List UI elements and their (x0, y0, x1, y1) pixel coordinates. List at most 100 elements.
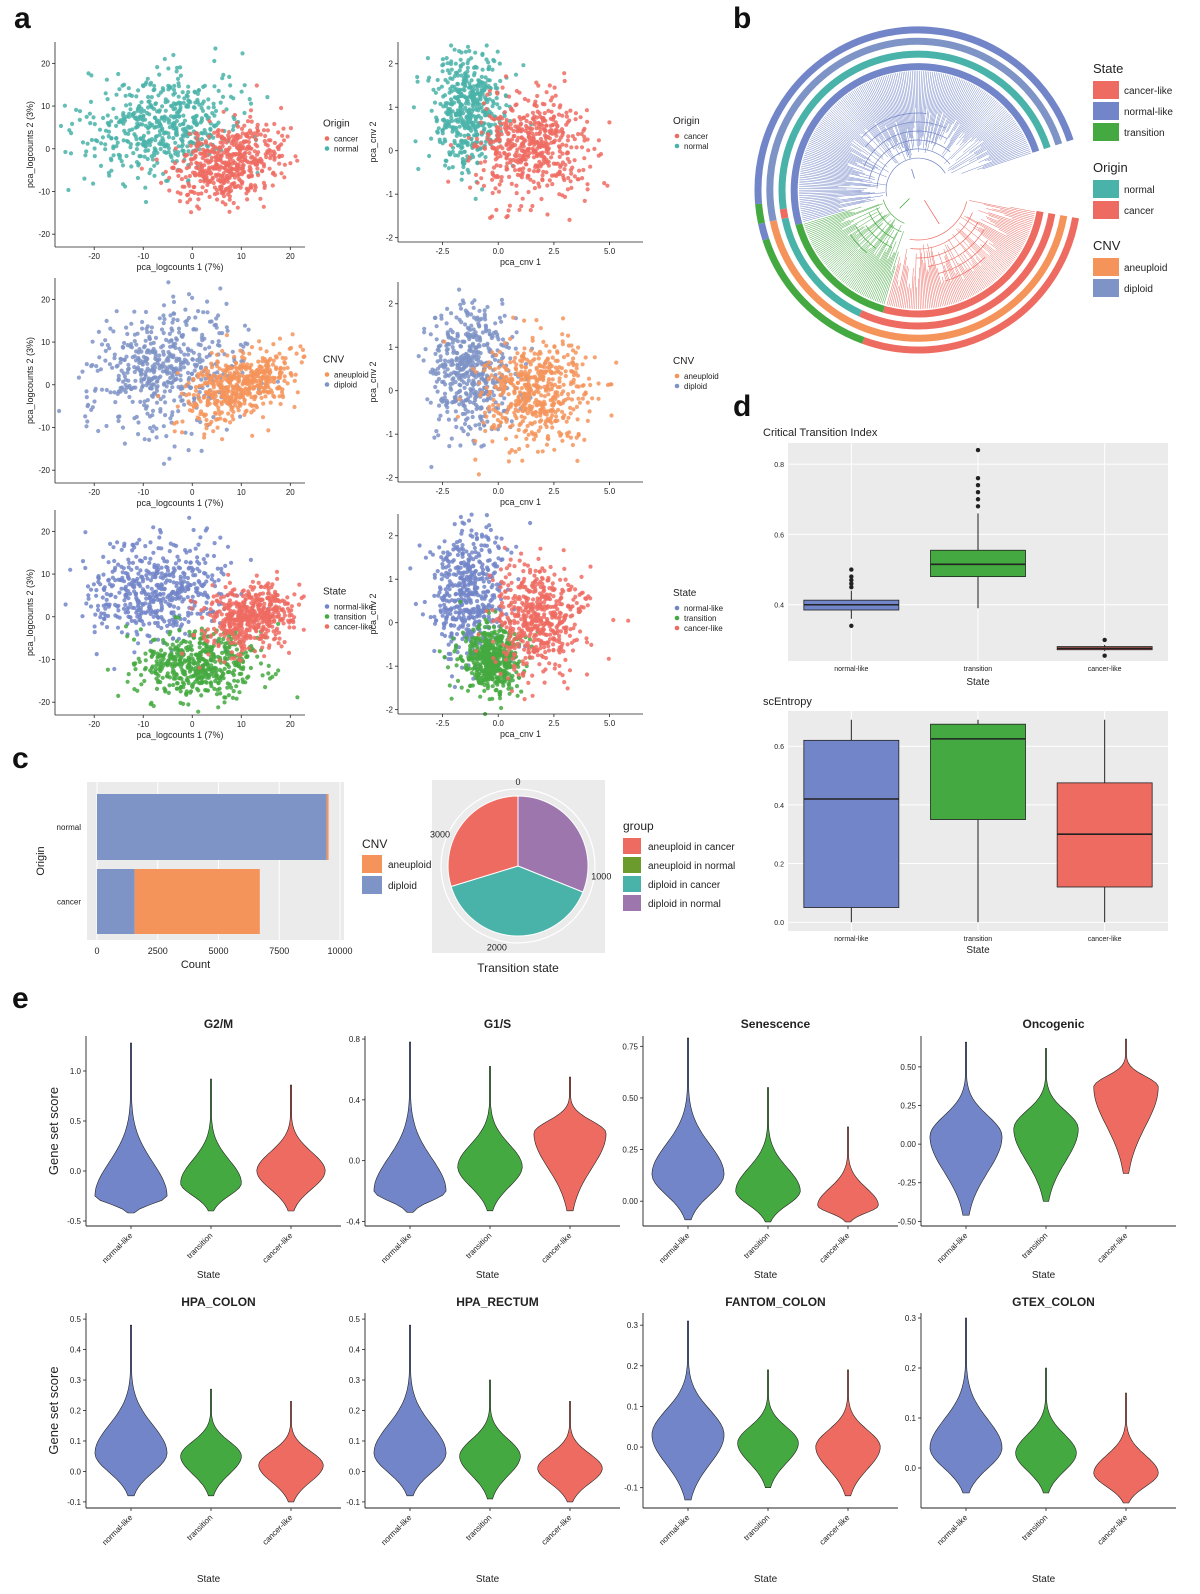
point (463, 371, 468, 376)
point (134, 147, 139, 152)
point (145, 324, 150, 329)
point (235, 164, 240, 169)
point (206, 105, 211, 110)
point (126, 139, 131, 144)
point (576, 433, 581, 438)
point (109, 136, 114, 141)
point (582, 134, 587, 139)
point (140, 385, 145, 390)
point (221, 190, 226, 195)
point (548, 408, 554, 413)
point (174, 620, 179, 625)
point (241, 140, 247, 145)
point (443, 382, 448, 387)
point (63, 149, 68, 155)
point (459, 320, 464, 325)
point (123, 93, 128, 98)
point (234, 696, 239, 701)
point (491, 397, 496, 402)
x-axis-label: pca_cnv 1 (500, 257, 541, 267)
point (134, 160, 140, 165)
point (467, 155, 472, 160)
legend-key (674, 383, 680, 389)
point (248, 108, 254, 113)
point (532, 400, 538, 405)
point (547, 178, 552, 183)
point (213, 390, 218, 395)
point (117, 414, 122, 419)
point (168, 153, 173, 158)
point (440, 69, 445, 74)
point (519, 204, 524, 209)
point (248, 160, 253, 165)
point (199, 141, 204, 146)
point (161, 131, 167, 136)
point (511, 164, 516, 169)
point (453, 70, 458, 75)
point (206, 97, 211, 102)
point (143, 372, 148, 377)
point (525, 443, 530, 448)
point (174, 336, 179, 341)
point (496, 134, 501, 139)
point (83, 153, 88, 158)
y-tick-label: 0 (46, 145, 51, 154)
point (130, 605, 135, 610)
point (168, 646, 173, 651)
point (166, 690, 171, 696)
point (180, 148, 185, 153)
point (499, 178, 504, 183)
point (532, 122, 537, 127)
point (216, 313, 221, 318)
point (500, 337, 506, 342)
point (428, 400, 433, 405)
point (220, 140, 225, 145)
point (494, 138, 499, 143)
point (260, 359, 265, 364)
point (545, 434, 551, 439)
point (232, 354, 237, 359)
point (614, 360, 619, 365)
point (196, 593, 201, 598)
point (117, 156, 122, 161)
point (547, 136, 553, 141)
point (466, 396, 471, 401)
point (568, 108, 573, 113)
point (176, 606, 181, 611)
point (139, 100, 144, 105)
point (203, 688, 208, 693)
point (292, 378, 297, 383)
point (460, 61, 466, 67)
point (210, 175, 215, 180)
point (133, 667, 138, 672)
point (207, 194, 212, 199)
point (552, 85, 557, 90)
point (186, 352, 191, 357)
point (279, 105, 284, 111)
point (155, 160, 160, 165)
point (180, 386, 185, 391)
point (139, 137, 144, 142)
point (137, 612, 142, 617)
point (161, 303, 167, 308)
point (224, 301, 229, 306)
point (520, 408, 525, 413)
point (147, 606, 152, 611)
legend-key (674, 133, 680, 139)
point (519, 135, 524, 140)
point (106, 613, 111, 619)
point (477, 308, 482, 313)
point (183, 307, 188, 312)
point (564, 110, 569, 115)
point (169, 366, 174, 371)
point (120, 570, 125, 575)
point (268, 400, 273, 405)
point (535, 154, 540, 159)
point (148, 578, 153, 583)
point (103, 358, 108, 363)
point (223, 168, 228, 173)
point (486, 133, 491, 138)
point (527, 130, 532, 135)
point (172, 398, 177, 403)
point (440, 399, 445, 404)
